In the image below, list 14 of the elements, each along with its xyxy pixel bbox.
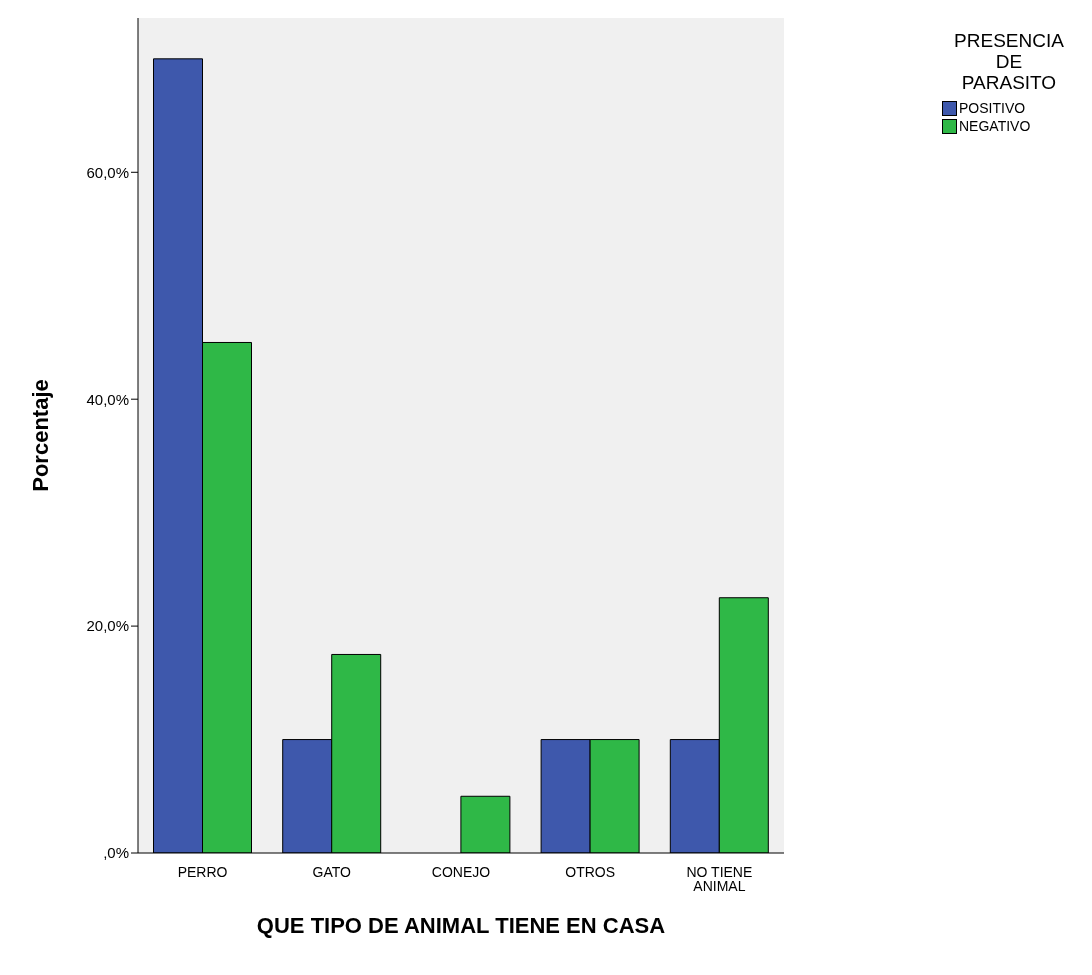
x-tick-label: PERRO: [177, 864, 228, 880]
y-tick-label: ,0%: [103, 844, 129, 862]
legend-label: POSITIVO: [959, 99, 1026, 117]
x-tick-label: OTROS: [565, 864, 616, 880]
legend-label: NEGATIVO: [959, 117, 1031, 135]
x-axis-title: QUE TIPO DE ANIMAL TIENE EN CASA: [256, 913, 666, 938]
x-tick-label: GATO: [312, 864, 352, 880]
y-tick-label: 20,0%: [86, 617, 129, 635]
y-axis-title: Porcentaje: [27, 379, 53, 492]
x-tick-label: NO TIENE ANIMAL: [686, 864, 753, 894]
legend-title: PRESENCIA DE PARASITO: [953, 30, 1065, 93]
y-tick-label: 60,0%: [86, 163, 129, 181]
y-tick-label: 40,0%: [86, 390, 129, 408]
x-tick-label: CONEJO: [431, 864, 491, 880]
